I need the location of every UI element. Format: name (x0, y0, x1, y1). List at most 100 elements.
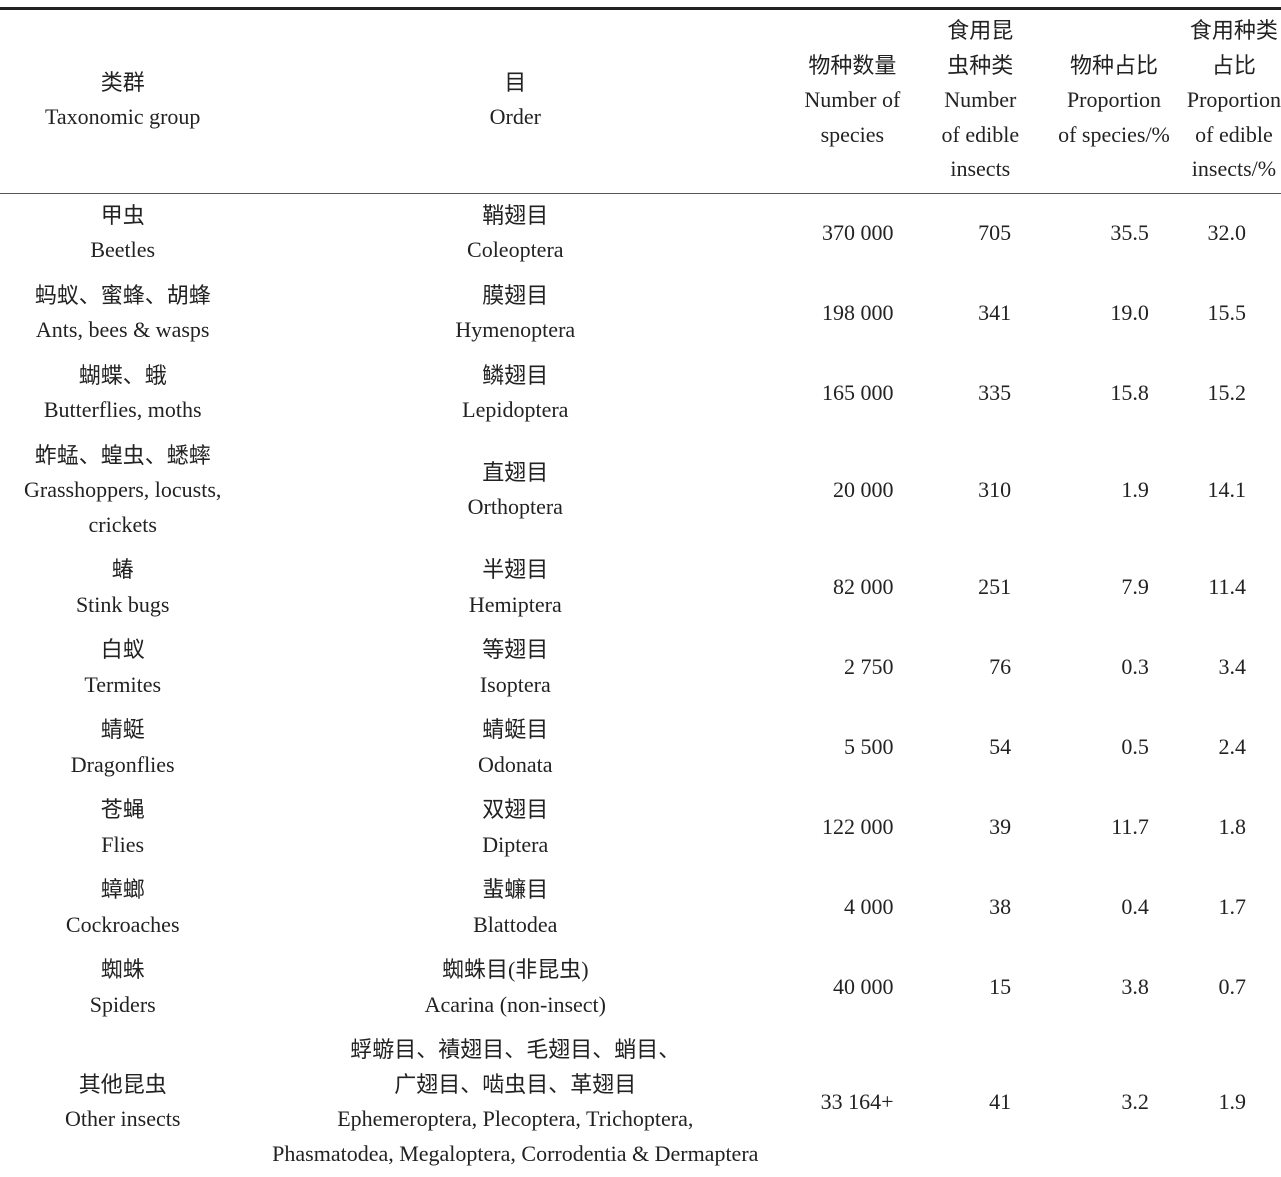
cell-line: 鳞翅目 (482, 362, 549, 388)
cell-order: 双翅目 Diptera (245, 788, 785, 868)
cell-line: Orthoptera (467, 494, 563, 520)
table-row: 蝽 Stink bugs 半翅目 Hemiptera 82 000 251 7.9 11.4 (0, 548, 1281, 628)
table-row: 蟑螂 Cockroaches 蜚蠊目 Blattodea 4 000 38 0.4 1.7 (0, 868, 1281, 948)
cell-line: Proportion (1066, 87, 1162, 112)
edible-insects-table: 类群 Taxonomic group 目 Order 物种数量 Number of sp… (0, 7, 1281, 1177)
cell-line: Order (489, 104, 541, 130)
cell-line: 蜘蛛目(非昆虫) (441, 957, 589, 982)
cell-num-species: 2 750 (844, 654, 894, 680)
cell-num-species: 165 000 (822, 379, 894, 405)
cell-line: 蟑螂 (100, 877, 145, 902)
header-group: 类群 Taxonomic group (0, 8, 246, 194)
cell-line: 物种占比 (1069, 52, 1158, 78)
cell-num-edible: 341 (978, 299, 1012, 325)
header-prop-edible: 食用种类 占比 Proportion of edible insects/% (1186, 8, 1281, 194)
cell-prop-species: 3.8 (1121, 974, 1149, 1000)
table-row: 白蚁 Termites 等翅目 Isoptera 2 750 76 0.3 3.4 (0, 628, 1281, 708)
cell-group: 其他昆虫 Other insects (0, 1028, 245, 1177)
cell-prop-edible: 1.8 (1218, 814, 1247, 840)
cell-prop-species: 35.5 (1110, 219, 1149, 245)
cell-line: insects (950, 156, 1011, 181)
cell-line: Flies (101, 831, 145, 857)
cell-line: 蝴蝶、蛾 (78, 362, 167, 388)
cell-order: 蜻蜓目 Odonata (245, 708, 785, 788)
cell-prop-edible: 32.0 (1207, 219, 1247, 245)
cell-num-edible: 251 (978, 574, 1012, 600)
cell-prop-edible: 3.4 (1218, 654, 1247, 680)
cell-line: Isoptera (479, 671, 551, 697)
cell-line: 蜻蜓目 (482, 717, 549, 742)
cell-num-species: 40 000 (833, 974, 894, 1000)
cell-line: Other insects (64, 1106, 181, 1131)
cell-line: Grasshoppers, locusts, (24, 477, 222, 502)
cell-line: Odonata (478, 751, 553, 777)
cell-prop-species: 3.2 (1121, 1088, 1149, 1114)
cell-line: Number of (804, 87, 901, 112)
cell-line: 食用种类 (1189, 18, 1278, 43)
cell-num-species: 20 000 (833, 477, 894, 502)
cell-line: Proportion (1186, 87, 1281, 112)
cell-line: Blattodea (473, 911, 558, 937)
cell-line: of edible (1195, 121, 1273, 147)
cell-num-edible: 38 (989, 894, 1012, 920)
cell-line: species (820, 121, 885, 147)
cell-prop-edible: 1.7 (1218, 894, 1247, 920)
cell-order: 半翅目 Hemiptera (245, 548, 785, 628)
cell-line: 其他昆虫 (78, 1071, 167, 1097)
cell-order: 等翅目 Isoptera (245, 628, 785, 708)
cell-line: 蜘蛛 (100, 957, 145, 982)
table-row: 蜘蛛 Spiders 蜘蛛目(非昆虫) Acarina (non-insect) 40 … (0, 948, 1281, 1028)
cell-line: 蝽 (111, 557, 134, 582)
cell-prop-species: 7.9 (1121, 574, 1149, 600)
table-row: 甲虫 Beetles 鞘翅目 Coleoptera 370 000 705 35.5 32.0 (0, 193, 1281, 274)
cell-order: 蜉蝣目、襀翅目、毛翅目、蛸目、 广翅目、啮虫目、革翅目 Ephemeroptera,… (245, 1028, 785, 1177)
cell-line: Spiders (89, 991, 156, 1017)
cell-prop-edible: 15.5 (1207, 299, 1247, 325)
cell-line: 苍蝇 (100, 797, 145, 822)
cell-group: 蝴蝶、蛾 Butterflies, moths (0, 354, 245, 434)
cell-line: 双翅目 (482, 797, 549, 822)
cell-line: Cockroaches (65, 911, 180, 937)
cell-prop-edible: 15.2 (1207, 379, 1247, 405)
cell-line: Phasmatodea, Megaloptera, Corrodentia & … (272, 1140, 759, 1166)
cell-num-species: 5 500 (844, 734, 894, 760)
cell-num-edible: 335 (978, 379, 1012, 405)
cell-line: 半翅目 (482, 557, 549, 582)
cell-line: Lepidoptera (462, 397, 569, 422)
header-num-species: 物种数量 Number of species (785, 8, 920, 194)
cell-prop-edible: 14.1 (1207, 477, 1247, 502)
cell-line: Butterflies, moths (43, 397, 202, 422)
header-prop-species: 物种占比 Proportion of species/% (1041, 8, 1187, 194)
cell-line: 类群 (100, 69, 145, 95)
cell-order: 鞘翅目 Coleoptera (245, 193, 785, 274)
cell-prop-edible: 2.4 (1218, 734, 1247, 760)
cell-group: 蝽 Stink bugs (0, 548, 245, 628)
cell-num-edible: 41 (989, 1088, 1012, 1114)
cell-num-edible: 54 (989, 734, 1012, 760)
cell-group: 蚱蜢、蝗虫、蟋蟀 Grasshoppers, locusts, crickets (0, 434, 245, 549)
cell-group: 甲虫 Beetles (0, 193, 245, 274)
cell-num-edible: 39 (989, 814, 1012, 840)
cell-num-species: 122 000 (822, 814, 894, 840)
cell-prop-species: 0.4 (1121, 894, 1149, 920)
table-row: 蝴蝶、蛾 Butterflies, moths 鳞翅目 Lepidoptera 165 … (0, 354, 1281, 434)
cell-prop-species: 11.7 (1111, 814, 1149, 840)
cell-line: Acarina (non-insect) (424, 991, 606, 1017)
cell-line: Diptera (482, 831, 549, 857)
header-order: 目 Order (245, 8, 786, 194)
header-num-edible: 食用昆 虫种类 Number of edible insects (919, 8, 1042, 194)
cell-group: 蜘蛛 Spiders (0, 948, 245, 1028)
cell-line: 蚱蜢、蝗虫、蟋蟀 (34, 442, 211, 468)
cell-line: 甲虫 (100, 202, 145, 228)
cell-prop-edible: 1.9 (1218, 1088, 1247, 1114)
cell-group: 白蚁 Termites (0, 628, 245, 708)
cell-group: 苍蝇 Flies (0, 788, 245, 868)
table-body: 甲虫 Beetles 鞘翅目 Coleoptera 370 000 705 35.5 32.0… (0, 193, 1281, 1177)
table-row: 其他昆虫 Other insects 蜉蝣目、襀翅目、毛翅目、蛸目、 广翅目、啮虫目、… (0, 1028, 1281, 1177)
cell-group: 蚂蚁、蜜蜂、胡蜂 Ants, bees & wasps (0, 274, 245, 354)
table-row: 蚂蚁、蜜蜂、胡蜂 Ants, bees & wasps 膜翅目 Hymenoptera… (0, 274, 1281, 354)
cell-line: 广翅目、啮虫目、革翅目 (394, 1071, 637, 1097)
cell-line: Dragonflies (70, 751, 175, 777)
cell-prop-species: 0.3 (1121, 654, 1149, 680)
cell-order: 蜘蛛目(非昆虫) Acarina (non-insect) (245, 948, 785, 1028)
